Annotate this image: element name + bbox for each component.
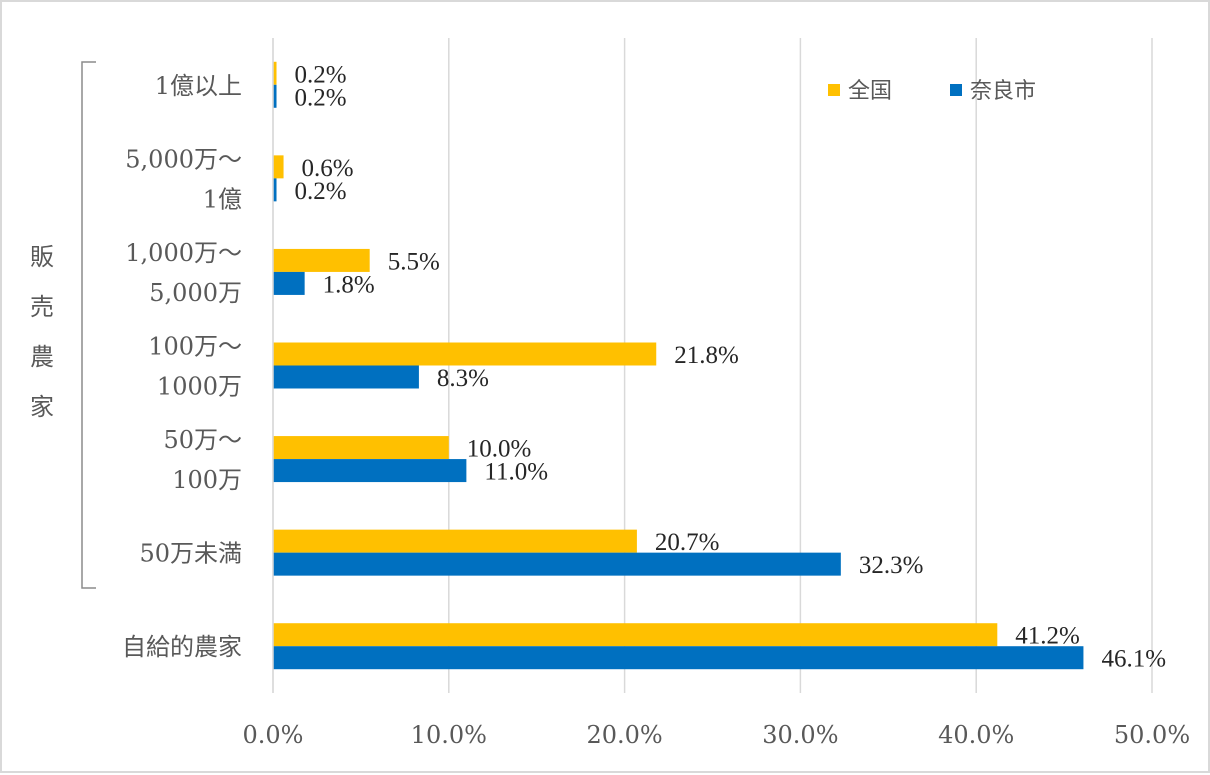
bar-nara [273,459,467,483]
category-label: 100万 [172,466,242,494]
category-label: 1億以上 [155,72,242,100]
x-tick-label: 50.0% [1114,721,1190,749]
bar-national [273,248,370,272]
data-label: 21.8% [674,342,739,369]
x-tick-label: 10.0% [411,721,487,749]
data-label: 0.2% [295,84,347,111]
category-label: 1000万 [157,373,242,401]
legend-label: 奈良市 [970,79,1036,104]
x-tick-label: 20.0% [586,721,662,749]
data-label: 11.0% [484,459,548,486]
data-label: 1.8% [323,271,375,298]
category-label: 1,000万～ [125,239,242,267]
data-label: 32.3% [859,552,924,579]
bar-nara [273,178,277,202]
data-label: 41.2% [1015,623,1080,650]
data-label: 0.2% [295,178,347,205]
bar-national [273,623,998,647]
x-tick-label: 40.0% [938,721,1014,749]
category-label: 50万～ [163,426,242,454]
bar-national [273,61,277,85]
data-label: 8.3% [437,365,489,392]
category-label: 1億 [203,185,242,213]
x-tick-label: 0.0% [243,721,304,749]
category-label: 50万未満 [139,540,242,568]
bar-nara [273,84,277,108]
group-label-char: 販 [30,243,54,271]
data-label: 5.5% [388,248,440,275]
x-tick-label: 30.0% [762,721,838,749]
data-label: 0.2% [295,61,347,88]
legend-swatch [950,84,962,96]
group-label-char: 売 [30,293,54,321]
bar-nara [273,365,419,389]
group-label-char: 家 [30,393,54,421]
category-label: 5,000万～ [125,145,242,173]
bar-national [273,436,449,460]
bar-national [273,155,284,179]
bar-nara [273,271,305,295]
data-label: 10.0% [467,436,532,463]
data-label: 46.1% [1101,646,1166,673]
legend: 全国 奈良市 [828,79,1036,104]
bar-nara [273,552,841,576]
data-label: 0.6% [302,155,354,182]
legend-label: 全国 [848,79,892,104]
bar-national [273,529,637,553]
group-label-char: 農 [30,343,54,371]
bar-nara [273,646,1084,670]
legend-swatch [828,84,840,96]
group-bracket-line [81,61,96,589]
data-labels: 0.2%0.2%0.6%0.2%5.5%1.8%21.8%8.3%10.0%11… [295,61,1167,672]
bar-national [273,342,657,366]
x-axis: 0.0% 10.0% 20.0% 30.0% 40.0% 50.0% [243,38,1190,749]
category-axis: 1億以上 5,000万～ 1億 1,000万～ 5,000万 100万～ 1000万 50万～… [122,72,242,661]
bars [273,61,1084,670]
category-label: 自給的農家 [122,633,242,661]
category-label: 5,000万 [149,279,242,307]
category-label: 100万～ [148,333,242,361]
data-label: 20.7% [655,529,720,556]
